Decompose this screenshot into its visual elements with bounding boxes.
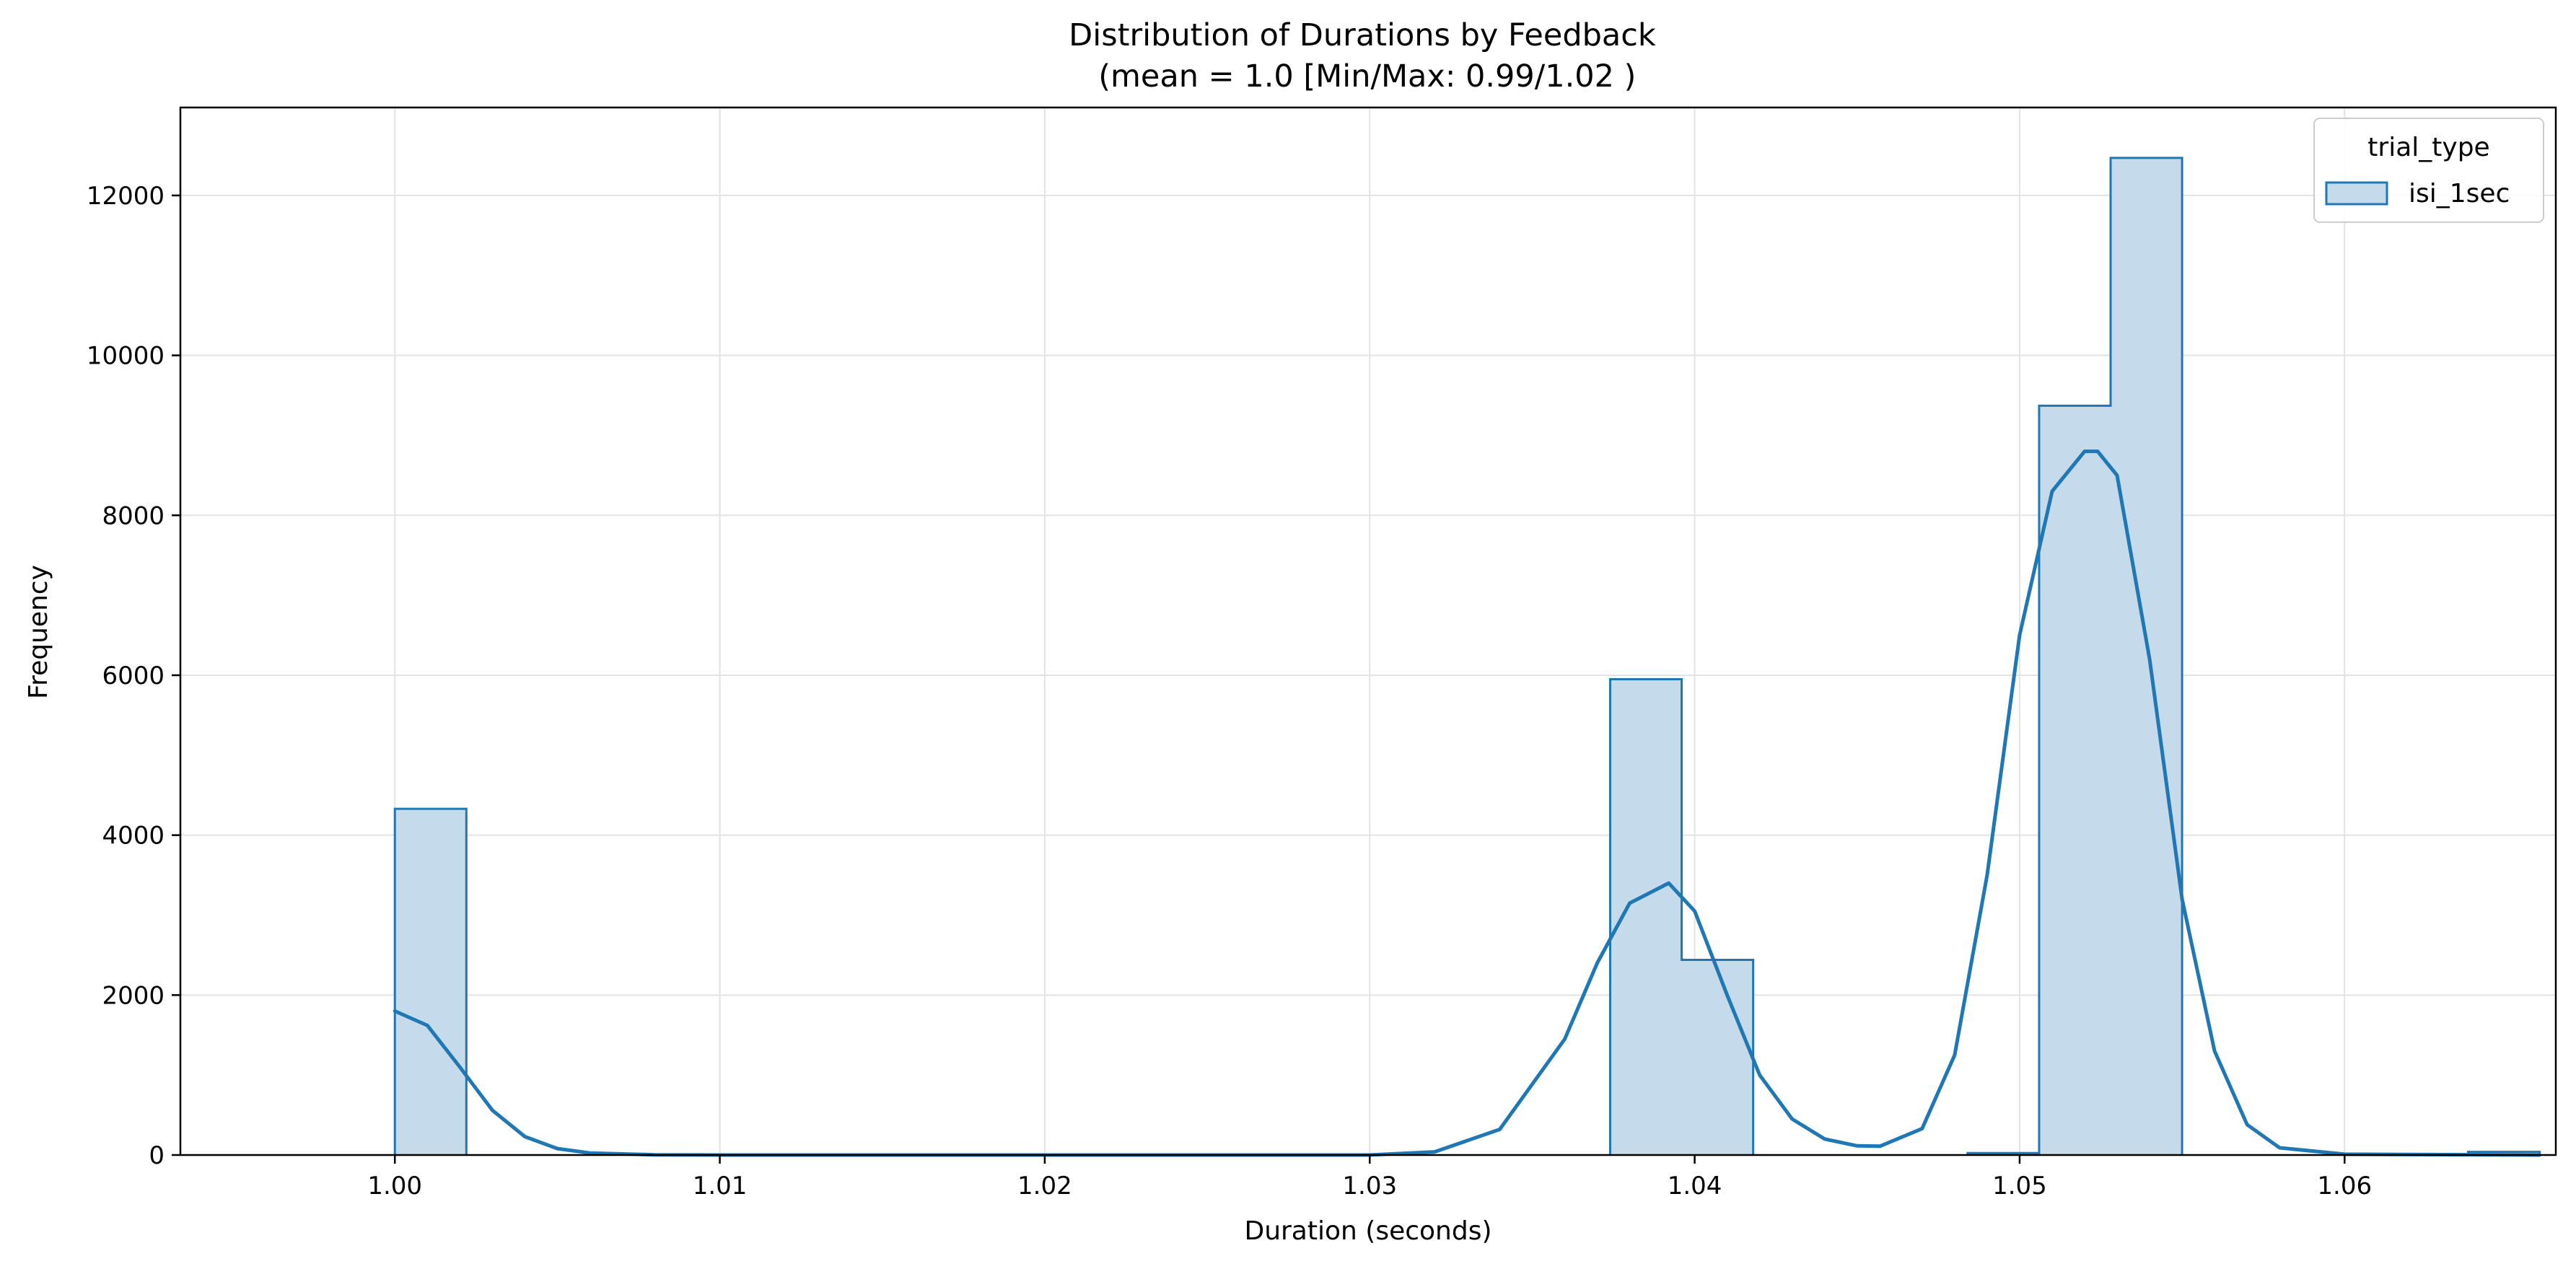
- y-tick-label: 4000: [102, 822, 165, 851]
- y-tick-label: 2000: [102, 981, 165, 1010]
- legend-label-isi-1sec: isi_1sec: [2409, 179, 2510, 208]
- y-axis-title: Frequency: [24, 565, 53, 699]
- x-tick-label: 1.02: [1017, 1172, 1072, 1200]
- y-tick-label: 10000: [87, 342, 165, 371]
- x-tick-label: 1.05: [1992, 1172, 2047, 1200]
- x-tick-label: 1.00: [367, 1172, 422, 1200]
- x-tick-label: 1.01: [693, 1172, 748, 1200]
- histogram-outline: [393, 807, 468, 1155]
- histogram-bar: [2111, 157, 2183, 1156]
- legend-title: trial_type: [2367, 133, 2489, 162]
- kde-curves: [393, 449, 2541, 1157]
- x-axis-ticks: 1.00 1.01 1.02 1.03 1.04 1.05 1.06: [367, 1155, 2372, 1200]
- x-tick-label: 1.04: [1668, 1172, 1722, 1200]
- histogram-bar: [2038, 405, 2111, 1155]
- y-axis-ticks: 0 2000 4000 6000 8000 10000 12000: [87, 182, 180, 1170]
- plot-area-frame: [179, 106, 2557, 1156]
- x-axis-title: Duration (seconds): [1244, 1216, 1491, 1246]
- kde-line: [393, 449, 2541, 1157]
- chart-subtitle: (mean = 1.0 [Min/Max: 0.99/1.02 ): [1089, 58, 1637, 95]
- histogram-bar: [1681, 960, 1753, 1155]
- chart-title: Distribution of Durations by Feedback: [1069, 17, 1656, 53]
- histogram-bar: [395, 809, 467, 1155]
- x-tick-label: 1.03: [1342, 1172, 1397, 1200]
- histogram-outline: [1609, 678, 1755, 1155]
- y-tick-label: 8000: [102, 501, 165, 530]
- y-tick-label: 6000: [102, 662, 165, 690]
- legend: trial_type isi_1sec: [2313, 118, 2544, 223]
- x-tick-label: 1.06: [2317, 1172, 2372, 1200]
- legend-swatch: [2325, 181, 2388, 206]
- histogram-outline: [1966, 157, 2183, 1155]
- y-tick-label: 0: [149, 1141, 165, 1170]
- y-tick-label: 12000: [87, 182, 165, 211]
